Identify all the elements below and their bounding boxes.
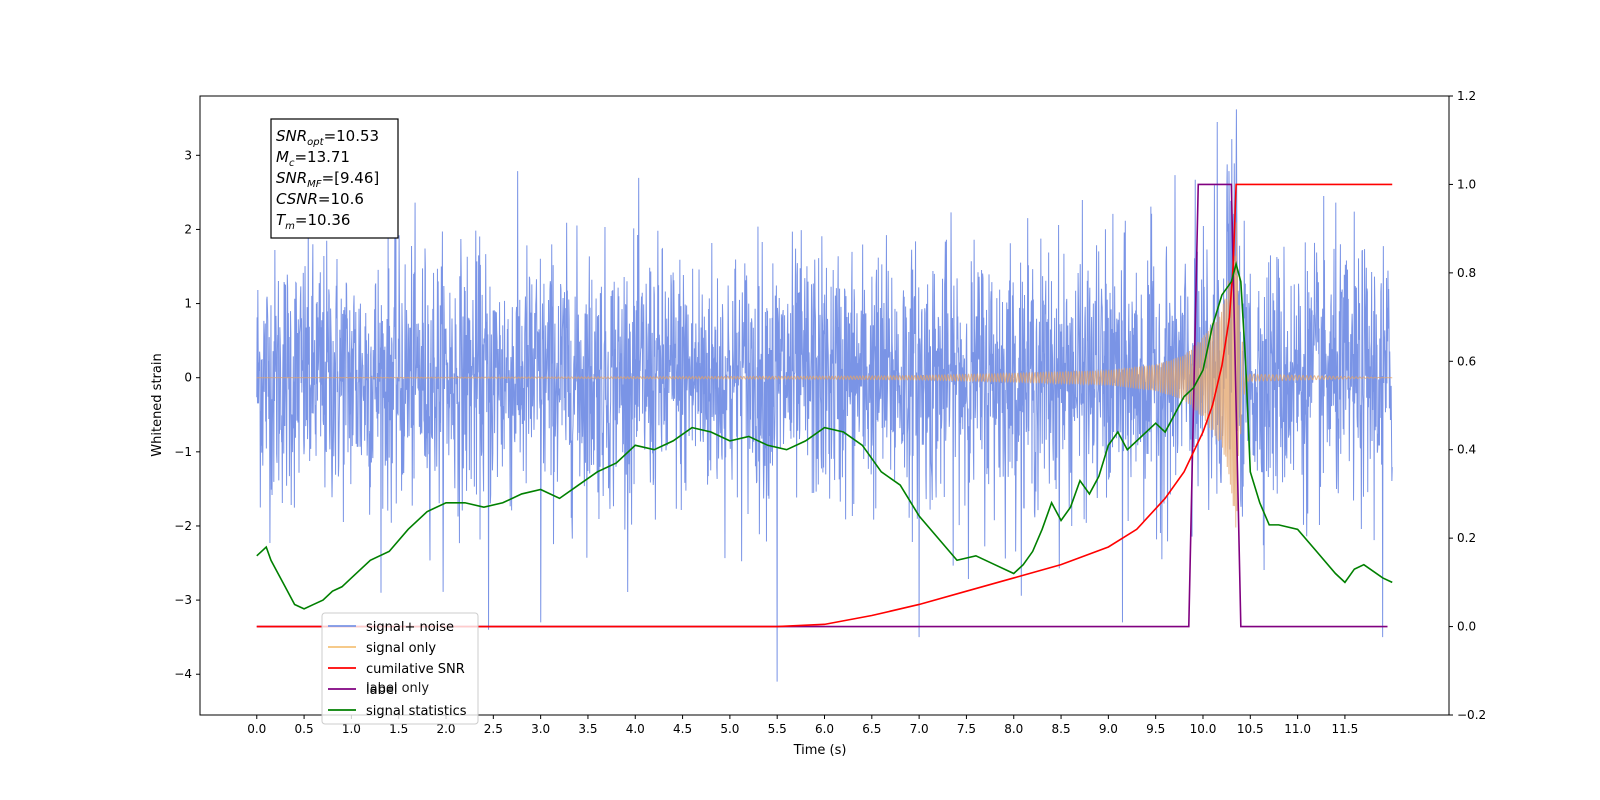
x-axis-label: Time (s) (793, 743, 847, 758)
y-right-tick-label: 0.0 (1457, 620, 1476, 634)
x-tick-label: 1.5 (389, 722, 408, 736)
x-tick-label: 4.5 (673, 722, 692, 736)
legend-entry-label: cumilative SNR (366, 662, 465, 677)
info-line: SNRMF=[9.46] (276, 169, 379, 190)
legend-entry-label: signal statistics (366, 704, 467, 719)
x-tick-label: 0.0 (247, 722, 266, 736)
x-tick-label: 8.0 (1004, 722, 1023, 736)
x-tick-label: 7.5 (957, 722, 976, 736)
x-tick-label: 4.0 (626, 722, 645, 736)
y-axis-right: −0.2 0.0 0.2 0.4 0.6 0.8 1.0 1.2 (1449, 89, 1486, 722)
x-tick-label: 2.0 (436, 722, 455, 736)
info-line: CSNR=10.6 (276, 190, 364, 208)
series-signal-only (256, 222, 1393, 528)
y-left-tick-label: 2 (184, 222, 192, 236)
y-right-tick-label: 1.0 (1457, 177, 1476, 191)
x-tick-label: 6.0 (815, 722, 834, 736)
x-tick-label: 9.5 (1146, 722, 1165, 736)
x-tick-label: 7.0 (910, 722, 929, 736)
series-layer (256, 109, 1393, 682)
x-tick-label: 0.5 (295, 722, 314, 736)
x-tick-label: 2.5 (484, 722, 503, 736)
x-tick-label: 11.0 (1284, 722, 1311, 736)
legend-overlapped-text: label only (366, 681, 429, 696)
y-right-tick-label: 0.6 (1457, 354, 1476, 368)
y-left-tick-label: −4 (174, 667, 192, 681)
info-box-frame (270, 118, 399, 239)
legend: label only signal+ noise signal only cumila… (321, 612, 479, 725)
info-line: SNRopt=10.53 (276, 127, 379, 148)
y-axis-label: Whitened strain (150, 353, 165, 456)
x-tick-label: 9.0 (1099, 722, 1118, 736)
y-right-tick-label: −0.2 (1457, 708, 1486, 722)
x-tick-label: 5.0 (720, 722, 739, 736)
x-tick-label: 6.5 (862, 722, 881, 736)
x-tick-label: 3.0 (531, 722, 550, 736)
x-tick-label: 11.5 (1332, 722, 1359, 736)
info-line: Tm=10.36 (276, 211, 350, 232)
legend-entry-label: label (366, 683, 397, 698)
y-left-tick-label: −2 (174, 519, 192, 533)
y-right-tick-label: 0.8 (1457, 266, 1476, 280)
info-box: SNRopt=10.53Mc=13.71SNRMF=[9.46]CSNR=10.… (270, 118, 399, 239)
x-tick-label: 10.0 (1190, 722, 1217, 736)
y-left-tick-label: 0 (184, 371, 192, 385)
y-right-tick-label: 0.2 (1457, 531, 1476, 545)
y-left-tick-label: 1 (184, 297, 192, 311)
legend-entry-label: signal+ noise (366, 620, 454, 635)
legend-entry-label: signal only (366, 641, 436, 656)
x-tick-label: 3.5 (578, 722, 597, 736)
legend-frame (321, 612, 479, 725)
y-left-tick-label: 3 (184, 148, 192, 162)
y-right-tick-label: 0.4 (1457, 443, 1476, 457)
x-tick-label: 5.5 (768, 722, 787, 736)
x-tick-label: 1.0 (342, 722, 361, 736)
info-line: Mc=13.71 (276, 148, 350, 169)
x-axis: 0.0 0.5 1.0 1.5 2.0 2.5 3.0 3.5 4.0 4.5 5.0 5.5 6.0 6… (247, 715, 1358, 736)
y-right-tick-label: 1.2 (1457, 89, 1476, 103)
y-left-tick-label: −1 (174, 445, 192, 459)
series-signal-statistics (256, 260, 1393, 610)
y-axis-left: −4 −3 −2 −1 0 1 2 3 (174, 148, 200, 681)
y-left-tick-label: −3 (174, 593, 192, 607)
x-tick-label: 10.5 (1237, 722, 1264, 736)
x-tick-label: 8.5 (1052, 722, 1071, 736)
series-label (256, 183, 1388, 628)
